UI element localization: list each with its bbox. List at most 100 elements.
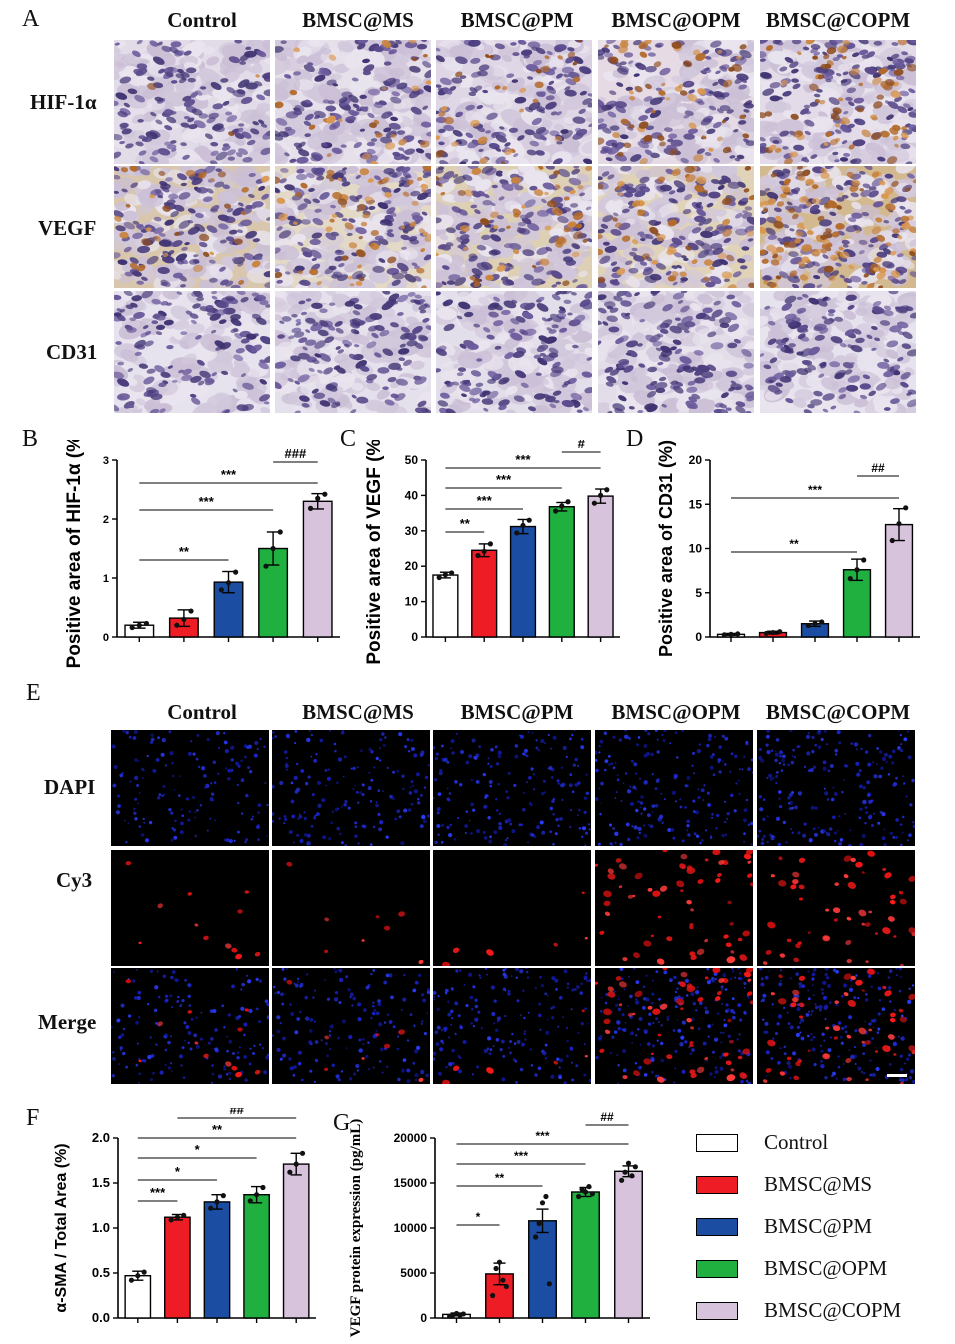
data-point [219,587,224,592]
data-point [896,521,901,526]
bar [472,550,497,637]
if-col-opm: BMSC@OPM [596,700,756,725]
data-point [482,549,487,554]
significance-label: *** [515,452,531,467]
data-point [500,1278,505,1283]
data-point [137,623,142,628]
if-tile [595,850,753,966]
data-point [622,1170,627,1175]
data-point [504,1284,509,1289]
ihc-tile [436,291,592,413]
ihc-col-control: Control [122,8,282,33]
if-col-ms: BMSC@MS [278,700,438,725]
if-tile [595,730,753,846]
legend-item: BMSC@PM [696,1212,946,1242]
data-point [443,572,448,577]
data-point [490,1293,495,1298]
y-tick-label: 10 [689,542,703,556]
bar [125,1276,150,1318]
y-tick-label: 30 [405,524,419,538]
if-tile [757,968,915,1084]
bar [511,527,536,637]
significance-label: ## [600,1110,614,1124]
if-tile [595,968,753,1084]
y-tick-label: 0 [411,630,418,644]
significance-label: ** [460,516,471,531]
if-tile [433,730,591,846]
data-point [536,1221,541,1226]
legend-item: BMSC@COPM [696,1296,946,1326]
ihc-tile [114,40,270,164]
data-point [722,632,727,637]
data-point [294,1162,299,1167]
chart-svg: 0.00.51.01.52.0α-SMA / Total Area (%)***… [40,1108,330,1339]
if-tile [111,850,269,966]
data-point [633,1164,638,1169]
significance-label: *** [514,1149,528,1163]
ihc-tile [275,291,431,413]
ihc-tile [598,40,754,164]
if-tile [111,730,269,846]
bar [615,1171,643,1318]
data-point [129,1278,134,1283]
bar [303,501,332,637]
data-point [514,530,519,535]
significance-label: * [175,1164,181,1179]
bar [549,507,574,637]
data-point [174,623,179,628]
data-point [583,1189,588,1194]
scale-bar [887,1074,907,1077]
if-col-pm: BMSC@PM [437,700,597,725]
bar [204,1202,229,1318]
data-point [175,1215,180,1220]
panel-label-a: A [22,6,39,33]
data-point [315,496,320,501]
data-point [287,1170,292,1175]
bar [244,1195,269,1318]
if-row-merge: Merge [38,1010,96,1035]
if-tile [433,850,591,966]
y-tick-label: 5000 [400,1266,427,1280]
legend-swatch-control [696,1134,738,1152]
legend-label: BMSC@COPM [764,1298,901,1323]
legend-item: BMSC@OPM [696,1254,946,1284]
data-point [263,564,268,569]
data-point [553,508,558,513]
panel-label-b: B [22,426,38,453]
legend-swatch-opm [696,1260,738,1278]
data-point [260,1185,265,1190]
data-point [770,630,775,635]
data-point [144,621,149,626]
data-point [590,1191,595,1196]
data-point [208,1206,213,1211]
data-point [226,580,231,585]
if-tile [272,850,430,966]
bar [165,1217,190,1318]
y-tick-label: 15 [689,497,703,511]
significance-label: *** [496,472,512,487]
data-point [819,619,824,624]
bar [886,525,913,637]
data-point [890,538,895,543]
data-point [221,1193,226,1198]
panel-label-f: F [26,1105,39,1132]
y-tick-label: 10 [405,595,419,609]
data-point [278,529,283,534]
ihc-tile [275,166,431,288]
if-tile [433,968,591,1084]
data-point [135,1273,140,1278]
ihc-tile [598,291,754,413]
ihc-tile [598,166,754,288]
y-axis-label: Positive area of HIF-1α (%) [64,440,85,668]
data-point [586,1184,591,1189]
ihc-col-copm: BMSC@COPM [758,8,918,33]
legend-item: Control [696,1128,946,1158]
y-tick-label: 1 [103,573,109,585]
if-tile [111,968,269,1084]
data-point [461,1311,466,1316]
data-point [559,503,564,508]
